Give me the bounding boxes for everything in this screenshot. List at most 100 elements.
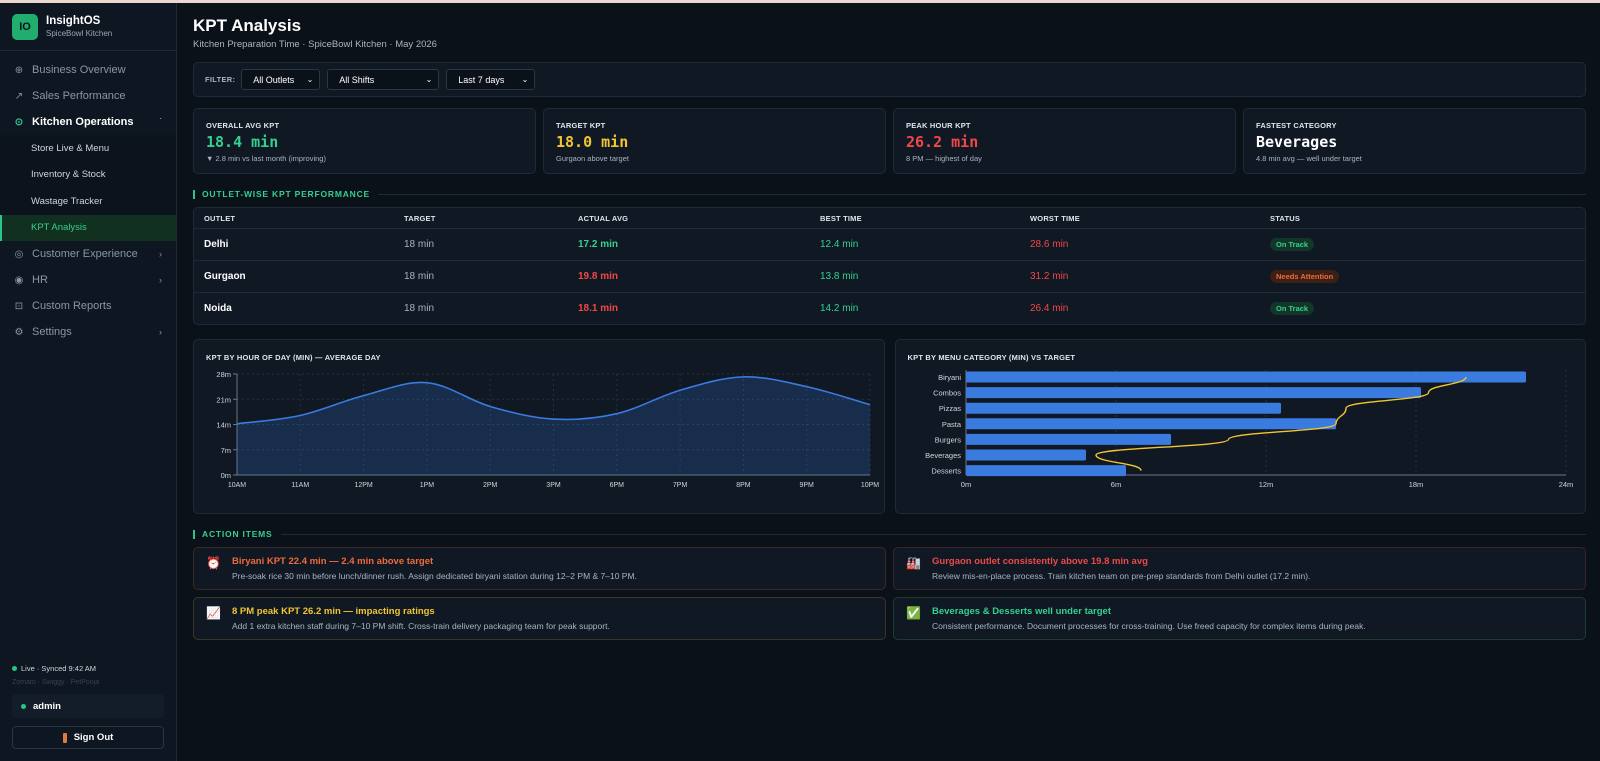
category-bar[interactable] [965,387,1421,399]
user-chip[interactable]: admin [12,694,164,718]
status-cell: On Track [1260,302,1585,315]
sidebar-nav: ⊕ Business Overview ↗ Sales Performance ⊙ K… [0,51,176,345]
category-bar[interactable] [965,449,1086,461]
kpi-value: Beverages [1256,133,1338,151]
sidebar-item-kitchen-operations[interactable]: ⊙ Kitchen Operations ˙ [0,109,176,135]
column-header[interactable]: TARGET [404,213,436,223]
action-icon: 📈 [206,606,221,620]
category-bar[interactable] [965,402,1281,414]
username: admin [33,700,61,712]
kpi-value: 26.2 min [906,133,979,151]
y-tick-label: 21m [216,395,231,404]
x-tick-label: 3PM [546,482,561,489]
sign-out-button[interactable]: Sign Out [12,726,164,749]
y-tick-label: Pasta [941,420,961,429]
actual-avg-value: 19.8 min [578,271,619,282]
action-card[interactable]: ✅ Beverages & Desserts well under target C… [893,597,1586,640]
brand[interactable]: IO InsightOS SpiceBowl Kitchen [0,3,176,51]
kpi-label: PEAK HOUR KPT [906,121,971,130]
chevron-right-icon: › [159,249,162,259]
sidebar-item-business-overview[interactable]: ⊕ Business Overview [0,57,176,83]
sidebar-subitem-kpt-analysis[interactable]: KPT Analysis [0,214,176,241]
divider [280,533,1586,535]
kpi-sub: Gurgaon above target [556,154,629,163]
table-row[interactable]: Noida 18 min 18.1 min 14.2 min 26.4 min On Tr… [194,292,1585,324]
chevron-down-icon: ⌄ [306,75,314,84]
y-tick-label: Combos [933,389,961,398]
page-title: KPT Analysis [193,16,302,35]
x-tick-label: 10AM [228,482,246,489]
outlet-name: Delhi [204,239,229,250]
date-range-select[interactable]: Last 7 days ⌄ [446,69,536,90]
y-tick-label: Burgers [934,435,961,444]
section-label: OUTLET-WISE KPT PERFORMANCE [202,189,370,199]
column-header[interactable]: BEST TIME [820,213,862,223]
target-value: 18 min [404,239,435,250]
chevron-down-icon: ⌄ [425,75,433,84]
best-time-value: 14.2 min [820,303,859,314]
chevron-down-icon: ⌄ [521,75,529,84]
shift-select[interactable]: All Shifts ⌄ [327,69,440,90]
action-description: Consistent performance. Document process… [932,621,1366,631]
shift-select-value: All Shifts [339,74,375,85]
kpi-label: TARGET KPT [556,121,606,130]
table-row[interactable]: Gurgaon 18 min 19.8 min 13.8 min 31.2 min Nee… [194,260,1585,292]
live-dot-icon [12,666,17,671]
kpi-sub: 8 PM — highest of day [906,154,982,163]
category-kpt-svg: 0m 6m 12m 18m 24m Biryani Combos Pizzas Pasta Bur… [925,370,1573,489]
sidebar-item-settings[interactable]: ⚙ Settings › [0,319,176,345]
charts-row: KPT BY HOUR OF DAY (MIN) — AVERAGE DAY 0… [193,339,1586,514]
category-bar[interactable] [965,371,1526,383]
target-value: 18 min [404,271,435,282]
y-tick-label: 0m [221,471,231,480]
action-card[interactable]: ⏰ Biryani KPT 22.4 min — 2.4 min above ta… [193,547,886,590]
outlet-select-value: All Outlets [253,74,295,85]
category-bar[interactable] [965,433,1171,445]
table-header: OUTLET TARGET ACTUAL AVG BEST TIME WORST… [194,208,1585,228]
category-bar[interactable] [965,418,1336,430]
data-sources: Zomato · Swiggy · PetPooja [12,679,100,686]
outlet-name: Gurgaon [204,271,246,282]
hourly-kpt-chart: KPT BY HOUR OF DAY (MIN) — AVERAGE DAY 0… [193,339,885,514]
divider [378,193,1586,195]
kpi-label: OVERALL AVG KPT [206,121,280,130]
worst-time-value: 26.4 min [1030,303,1069,314]
outlet-select[interactable]: All Outlets ⌄ [241,69,321,90]
category-kpt-chart: KPT BY MENU CATEGORY (MIN) VS TARGET 0m 6… [894,339,1586,514]
date-range-value: Last 7 days [458,74,505,85]
action-description: Add 1 extra kitchen staff during 7–10 PM… [232,621,610,631]
action-card[interactable]: 🏭 Gurgaon outlet consistently above 19.8 … [893,547,1586,590]
sidebar-item-label: Kitchen Operations [32,116,134,128]
category-bar[interactable] [965,465,1126,477]
sidebar-item-label: Custom Reports [32,300,112,312]
y-tick-label: Desserts [931,467,961,476]
sidebar-item-hr[interactable]: ◉ HR › [0,267,176,293]
worst-time-value: 28.6 min [1030,239,1069,250]
sidebar-item-sales-performance[interactable]: ↗ Sales Performance [0,83,176,109]
filter-bar: FILTER: All Outlets ⌄ All Shifts ⌄ Last 7 … [193,62,1586,97]
online-dot-icon [21,703,26,709]
action-card[interactable]: 📈 8 PM peak KPT 26.2 min — impacting rati… [193,597,886,640]
column-header[interactable]: STATUS [1270,213,1301,223]
outlet-name: Noida [204,303,232,314]
status-badge: On Track [1270,302,1315,315]
brand-name: InsightOS [46,14,101,27]
x-tick-label: 6m [1110,480,1120,489]
x-tick-label: 9PM [799,482,814,489]
x-tick-label: 1PM [420,482,435,489]
chart-title: KPT BY MENU CATEGORY (MIN) VS TARGET [907,353,1076,362]
sidebar-subitem-inventory-stock[interactable]: Inventory & Stock [0,161,176,188]
sidebar-subitem-wastage-tracker[interactable]: Wastage Tracker [0,188,176,215]
column-header[interactable]: ACTUAL AVG [578,213,629,223]
sidebar-subitem-store-live-menu[interactable]: Store Live & Menu [0,135,176,162]
kpi-value: 18.4 min [206,133,279,151]
kpi-card-target: TARGET KPT 18.0 min Gurgaon above target [543,108,886,174]
column-header[interactable]: WORST TIME [1030,213,1080,223]
best-time-value: 13.8 min [820,271,859,282]
door-icon [62,732,67,743]
column-header[interactable]: OUTLET [204,213,236,223]
sidebar-item-custom-reports[interactable]: ⊡ Custom Reports [0,293,176,319]
chevron-up-icon: ˙ [159,117,162,127]
sidebar-item-customer-experience[interactable]: ◎ Customer Experience › [0,241,176,267]
table-row[interactable]: Delhi 18 min 17.2 min 12.4 min 28.6 min On Tr… [194,228,1585,260]
